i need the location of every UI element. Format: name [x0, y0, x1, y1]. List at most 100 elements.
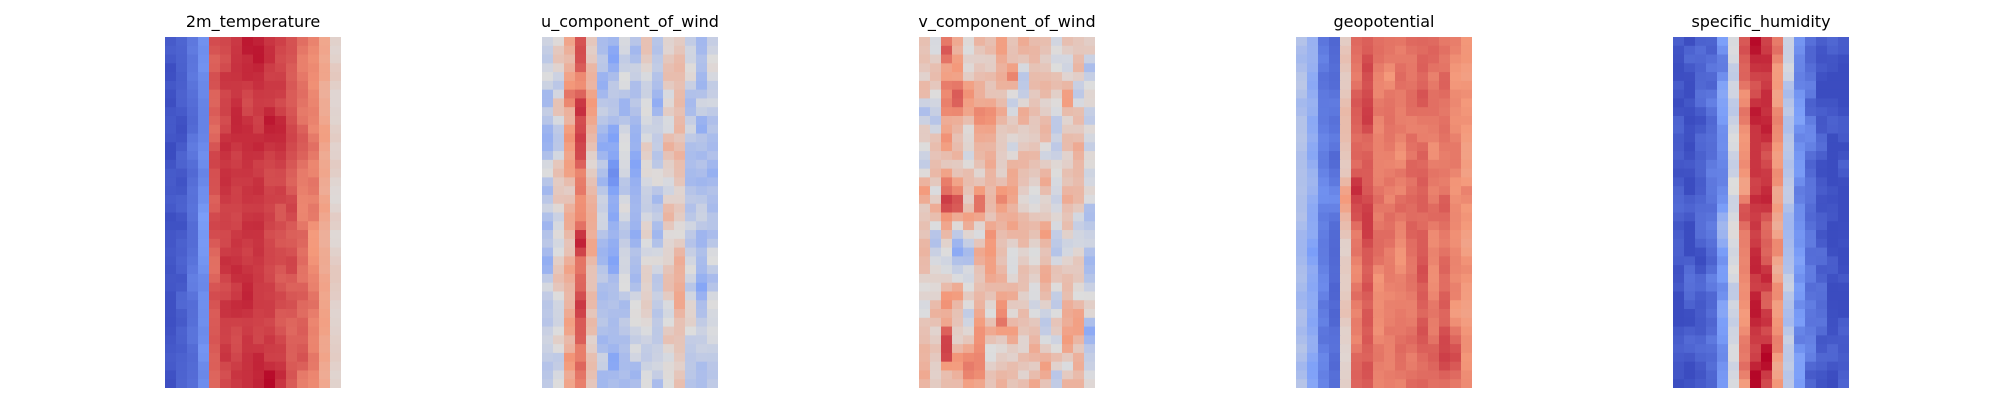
heatmap-cell — [1417, 370, 1429, 380]
heatmap-cell — [707, 133, 718, 143]
heatmap-cell — [1794, 370, 1806, 380]
heatmap-cell — [985, 370, 997, 380]
heatmap-cell — [696, 212, 708, 222]
heatmap-cell — [941, 133, 953, 143]
heatmap-cell — [1684, 203, 1696, 214]
heatmap-cell — [1329, 133, 1341, 143]
heatmap-cell — [1684, 89, 1696, 100]
heatmap-cell — [1318, 203, 1330, 214]
heatmap-cell — [575, 273, 587, 284]
heatmap-cell — [1750, 142, 1762, 152]
heatmap-cell — [597, 273, 609, 284]
heatmap-cell — [330, 142, 341, 152]
heatmap-cell — [1816, 186, 1828, 196]
heatmap-cell — [1007, 124, 1019, 135]
heatmap-cell — [286, 379, 298, 388]
heatmap-cell — [652, 247, 664, 257]
heatmap-cell — [1395, 282, 1407, 293]
heatmap-cell — [1040, 133, 1052, 143]
heatmap-cell — [1750, 107, 1762, 117]
heatmap-cell — [1318, 168, 1330, 179]
heatmap-cell — [1816, 379, 1828, 388]
heatmap-cell — [696, 344, 708, 354]
heatmap-cell — [553, 151, 565, 161]
heatmap-cell — [652, 352, 664, 363]
heatmap-cell — [1783, 230, 1795, 240]
heatmap-cell — [1695, 159, 1707, 170]
heatmap-cell — [308, 317, 320, 328]
heatmap-cell — [1783, 273, 1795, 284]
heatmap-cell — [1007, 238, 1019, 249]
heatmap-cell — [1739, 133, 1751, 143]
heatmap-cell — [1461, 291, 1472, 301]
heatmap-cell — [1007, 142, 1019, 152]
heatmap-cell — [1406, 309, 1418, 319]
heatmap-cell — [1007, 37, 1019, 47]
heatmap-cell — [253, 291, 265, 301]
heatmap-cell — [1373, 151, 1385, 161]
heatmap-cell — [663, 282, 675, 293]
heatmap-cell — [1329, 317, 1341, 328]
heatmap-cell — [1007, 282, 1019, 293]
heatmap-cell — [1029, 45, 1041, 56]
heatmap-cell — [231, 221, 243, 231]
heatmap-cell — [952, 370, 964, 380]
heatmap-cell — [1406, 221, 1418, 231]
heatmap-cell — [1439, 142, 1451, 152]
heatmap-cell — [1296, 63, 1308, 73]
heatmap-cell — [707, 282, 718, 293]
heatmap-cell — [1073, 352, 1085, 363]
heatmap-cell — [1695, 194, 1707, 205]
heatmap-cell — [275, 212, 287, 222]
heatmap-cell — [1428, 309, 1440, 319]
heatmap-cell — [619, 230, 631, 240]
heatmap-cell — [985, 203, 997, 214]
heatmap-cell — [575, 230, 587, 240]
heatmap-cell — [1816, 98, 1828, 108]
heatmap-cell — [542, 115, 554, 126]
heatmap-cell — [553, 361, 565, 372]
heatmap-cell — [1384, 72, 1396, 82]
heatmap-cell — [330, 37, 341, 47]
heatmap-cell — [1395, 159, 1407, 170]
heatmap-cell — [165, 72, 177, 82]
heatmap-cell — [1739, 80, 1751, 91]
heatmap-cell — [586, 45, 598, 56]
heatmap-cell — [1329, 282, 1341, 293]
heatmap-cell — [1340, 291, 1352, 301]
heatmap-cell — [597, 80, 609, 91]
heatmap-cell — [308, 151, 320, 161]
heatmap-cell — [1373, 352, 1385, 363]
heatmap-cell — [1450, 194, 1462, 205]
heatmap-cell — [619, 115, 631, 126]
heatmap-cell — [1029, 159, 1041, 170]
heatmap-cell — [176, 54, 188, 64]
heatmap-cell — [1450, 256, 1462, 266]
heatmap-cell — [996, 37, 1008, 47]
heatmap-cell — [542, 89, 554, 100]
heatmap-cell — [974, 238, 986, 249]
heatmap-cell — [1794, 361, 1806, 372]
heatmap-cell — [198, 203, 210, 214]
heatmap-cell — [1827, 352, 1839, 363]
heatmap-cell — [707, 273, 718, 284]
heatmap-cell — [575, 317, 587, 328]
heatmap-cell — [242, 115, 254, 126]
heatmap-cell — [1450, 186, 1462, 196]
heatmap-cell — [319, 151, 331, 161]
heatmap-cell — [308, 221, 320, 231]
heatmap-cell — [1029, 256, 1041, 266]
heatmap-cell — [1827, 159, 1839, 170]
heatmap-cell — [1351, 300, 1363, 310]
heatmap-cell — [930, 300, 942, 310]
heatmap-cell — [198, 89, 210, 100]
heatmap-cell — [630, 45, 642, 56]
heatmap-cell — [253, 352, 265, 363]
heatmap-cell — [1340, 194, 1352, 205]
heatmap-cell — [586, 212, 598, 222]
heatmap-cell — [619, 247, 631, 257]
heatmap-cell — [597, 238, 609, 249]
heatmap-cell — [242, 256, 254, 266]
heatmap-cell — [1073, 326, 1085, 336]
heatmap-cell — [297, 63, 309, 73]
